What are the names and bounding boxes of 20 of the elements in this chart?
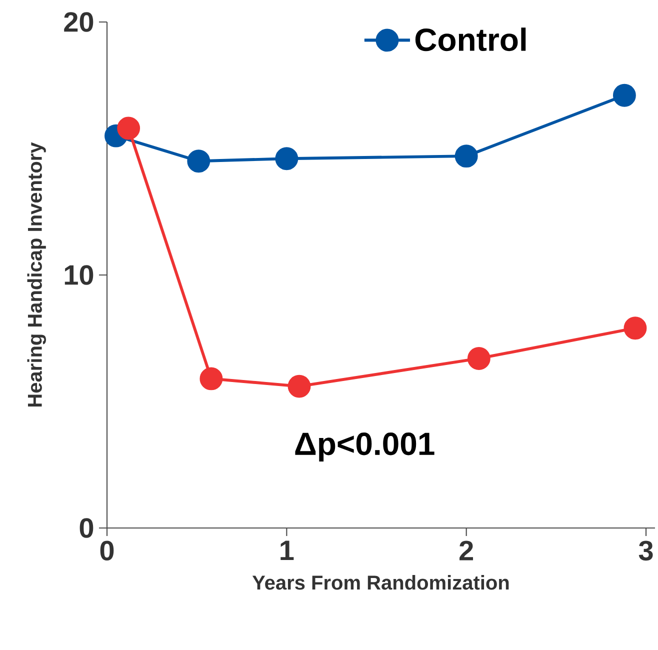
point [612,84,636,107]
point [454,144,478,168]
x-tick-label: 2 [460,540,474,560]
point [624,316,647,340]
y-tick-label: 0 [80,518,94,538]
x-tick-label: 1 [280,540,294,560]
y-tick-label: 10 [64,265,94,285]
x-tick-label: 3 [638,540,653,561]
point [187,150,210,173]
point [275,147,298,170]
point [200,367,223,390]
legend-label: Control [415,28,526,52]
point [288,374,311,398]
x-axis-title: Years From Randomization [252,575,509,590]
y-tick-label: 20 [64,12,94,32]
point [117,116,140,140]
annotation: Δp<0.001 [295,432,434,462]
point [467,347,490,370]
y-axis-title: Hearing Handicap Inventory [27,142,46,406]
x-tick-label: 0 [100,540,114,561]
